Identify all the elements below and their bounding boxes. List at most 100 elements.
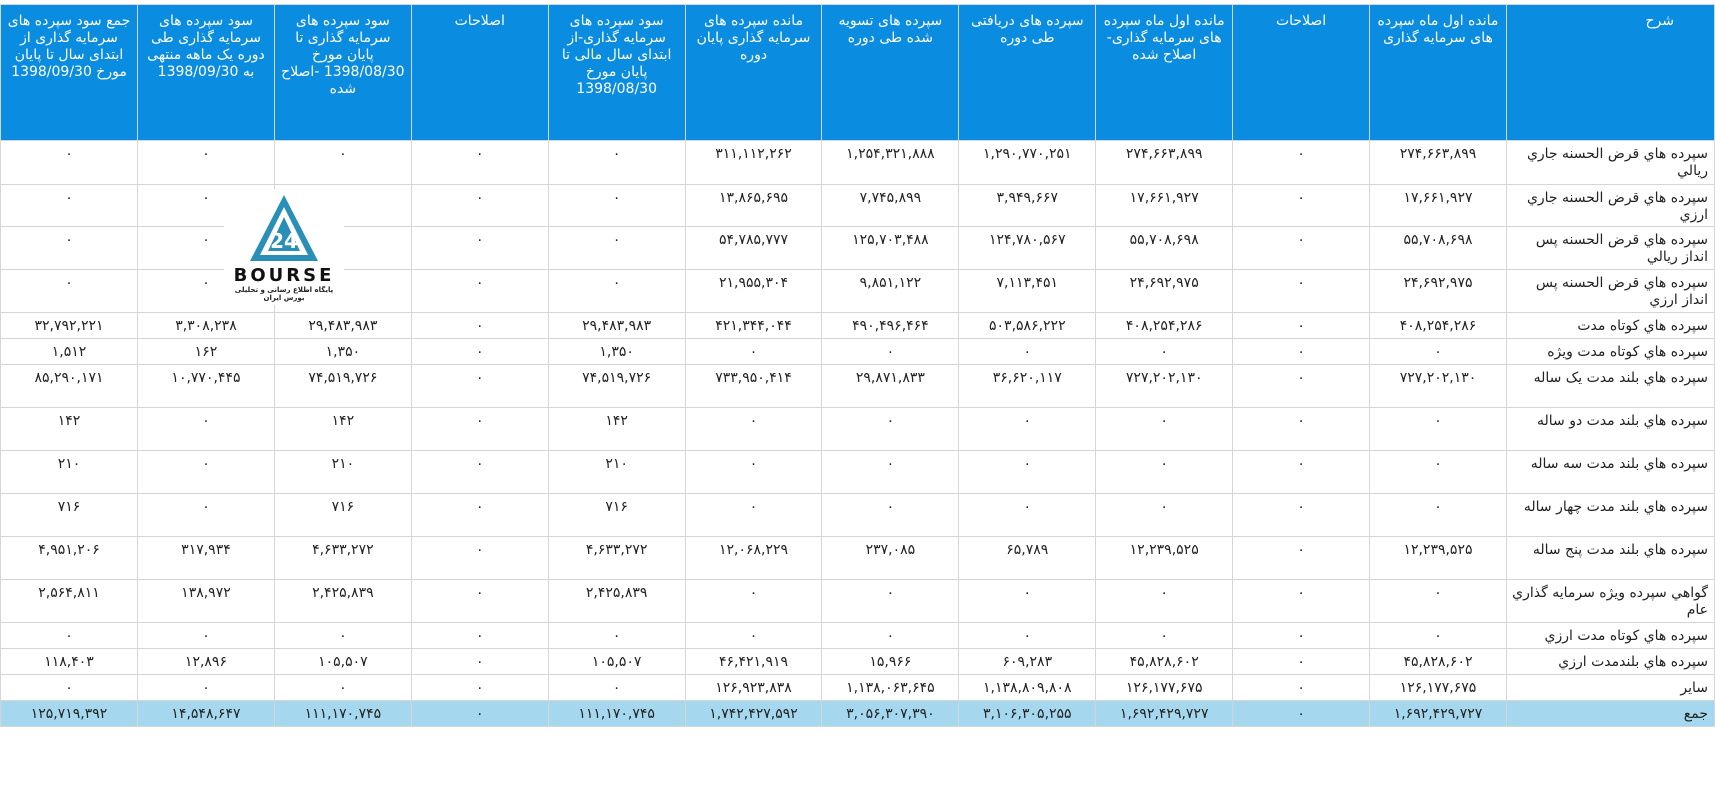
- table-cell: ۰: [410, 493, 549, 537]
- table-cell: ۰: [1232, 579, 1371, 623]
- table-cell: ۶۰۹,۲۸۳: [958, 648, 1097, 675]
- table-cell: ۰: [1369, 622, 1507, 649]
- table-cell: ۲۱,۹۵۵,۳۰۴: [684, 269, 823, 313]
- row-description: سپرده هاي كوتاه مدت ارزي: [1505, 622, 1715, 649]
- table-cell: ۳۱۱,۱۱۲,۲۶۲: [684, 140, 823, 185]
- row-description: سپرده هاي بلندمدت ارزي: [1505, 648, 1715, 675]
- table-cell: ۰: [547, 226, 686, 270]
- table-cell: ۲,۴۲۵,۸۳۹: [547, 579, 686, 623]
- table-cell: ۱۲,۰۶۸,۲۲۹: [684, 536, 823, 580]
- table-cell: ۰: [1232, 312, 1371, 339]
- column-header: مانده اول ماه سپرده های سرمایه گذاری: [1369, 4, 1507, 141]
- table-row: سپرده هاي كوتاه مدت ۴۰۸,۲۵۴,۲۸۶ ۰ ۴۰۸,۲۵۴,۲…: [0, 312, 1715, 339]
- row-description: سپرده هاي كوتاه مدت: [1505, 312, 1715, 339]
- table-cell: ۰: [410, 579, 549, 623]
- row-description: سپرده هاي بلند مدت پنج ساله: [1505, 536, 1715, 580]
- column-header: مانده اول ماه سپرده های سرمایه گذاری-اصل…: [1095, 4, 1234, 141]
- table-cell: ۱۴۲: [273, 407, 412, 451]
- table-cell: ۱۲۶,۱۷۷,۶۷۵: [1095, 674, 1234, 701]
- table-cell: ۰: [410, 269, 549, 313]
- row-description: ساير: [1505, 674, 1715, 701]
- logo-tagline: پایگاه اطلاع رسانی و تحلیلی بورس ایران: [234, 286, 334, 302]
- table-cell: ۰: [821, 579, 960, 623]
- table-cell: ۰: [0, 140, 139, 185]
- table-row: ساير ۱۲۶,۱۷۷,۶۷۵ ۰ ۱۲۶,۱۷۷,۶۷۵ ۱,۱۳۸,۸۰۹,۸۰۸…: [0, 674, 1715, 701]
- table-cell: ۱,۵۱۲: [0, 338, 139, 365]
- table-cell: ۰: [1232, 140, 1371, 185]
- table-cell: ۷۲۷,۲۰۲,۱۳۰: [1369, 364, 1507, 408]
- table-cell: ۰: [547, 140, 686, 185]
- table-cell: ۲۷۴,۶۶۳,۸۹۹: [1369, 140, 1507, 185]
- table-row: سپرده هاي قرض الحسنه پس انداز ريالي ۵۵,۷۰…: [0, 226, 1715, 270]
- table-cell: ۳۱۷,۹۳۴: [137, 536, 275, 580]
- table-cell: ۲۹,۴۸۳,۹۸۳: [273, 312, 412, 339]
- table-cell: ۳,۹۴۹,۶۶۷: [958, 184, 1097, 227]
- table-cell: ۱۲۶,۹۲۳,۸۳۸: [684, 674, 823, 701]
- total-cell: ۱۱۱,۱۷۰,۷۴۵: [547, 700, 686, 727]
- table-cell: ۷۴,۵۱۹,۷۲۶: [273, 364, 412, 408]
- table-cell: ۱۴۲: [0, 407, 139, 451]
- total-cell: ۰: [410, 700, 549, 727]
- table-cell: ۰: [821, 338, 960, 365]
- table-cell: ۵۴,۷۸۵,۷۷۷: [684, 226, 823, 270]
- table-cell: ۳۲,۷۹۲,۲۲۱: [0, 312, 139, 339]
- table-cell: ۴,۹۵۱,۲۰۶: [0, 536, 139, 580]
- total-cell: ۰: [1232, 700, 1371, 727]
- table-cell: ۰: [547, 269, 686, 313]
- table-cell: ۰: [1232, 622, 1371, 649]
- deposits-report-table: شرح مانده اول ماه سپرده های سرمایه گذاری ا…: [0, 4, 1715, 727]
- row-description: سپرده هاي قرض الحسنه جاري ريالي: [1505, 140, 1715, 185]
- table-cell: ۱۱۸,۴۰۳: [0, 648, 139, 675]
- table-cell: ۰: [410, 140, 549, 185]
- table-cell: ۶۵,۷۸۹: [958, 536, 1097, 580]
- table-cell: ۲,۵۶۴,۸۱۱: [0, 579, 139, 623]
- table-cell: ۷۴,۵۱۹,۷۲۶: [547, 364, 686, 408]
- total-cell: ۱۲۵,۷۱۹,۳۹۲: [0, 700, 139, 727]
- table-cell: ۰: [273, 622, 412, 649]
- table-cell: ۰: [684, 579, 823, 623]
- table-cell: ۰: [821, 407, 960, 451]
- table-cell: ۱۶۲: [137, 338, 275, 365]
- table-cell: ۰: [1232, 364, 1371, 408]
- table-cell: ۵۵,۷۰۸,۶۹۸: [1095, 226, 1234, 270]
- table-cell: ۰: [137, 493, 275, 537]
- table-cell: ۰: [410, 364, 549, 408]
- table-cell: ۰: [1095, 450, 1234, 494]
- table-cell: ۱,۱۳۸,۰۶۳,۶۴۵: [821, 674, 960, 701]
- table-cell: ۲۹,۸۷۱,۸۳۳: [821, 364, 960, 408]
- row-description: سپرده هاي قرض الحسنه جاري ارزي: [1505, 184, 1715, 227]
- table-cell: ۰: [410, 184, 549, 227]
- table-cell: ۰: [410, 226, 549, 270]
- table-cell: ۰: [1095, 622, 1234, 649]
- column-header: اصلاحات: [410, 4, 549, 141]
- table-cell: ۰: [1232, 674, 1371, 701]
- table-cell: ۰: [410, 450, 549, 494]
- total-cell: ۱,۶۹۲,۴۲۹,۷۲۷: [1369, 700, 1507, 727]
- table-row: سپرده هاي بلندمدت ارزي ۴۵,۸۲۸,۶۰۲ ۰ ۴۵,۸۲۸,…: [0, 648, 1715, 675]
- column-header: شرح: [1505, 4, 1715, 141]
- column-header: مانده سپرده های سرمایه گذاری پایان دوره: [684, 4, 823, 141]
- table-cell: ۳,۳۰۸,۲۳۸: [137, 312, 275, 339]
- table-row: سپرده هاي قرض الحسنه جاري ريالي ۲۷۴,۶۶۳,۸…: [0, 140, 1715, 185]
- table-cell: ۰: [1232, 184, 1371, 227]
- table-cell: ۴۶,۴۲۱,۹۱۹: [684, 648, 823, 675]
- table-cell: ۱۲,۸۹۶: [137, 648, 275, 675]
- column-header: سود سپرده های سرمایه گذاری طی دوره یک ما…: [137, 4, 275, 141]
- column-header: اصلاحات: [1232, 4, 1371, 141]
- table-cell: ۰: [1369, 579, 1507, 623]
- table-cell: ۰: [1232, 226, 1371, 270]
- table-cell: ۰: [1095, 407, 1234, 451]
- table-cell: ۰: [958, 493, 1097, 537]
- total-row: جمع ۱,۶۹۲,۴۲۹,۷۲۷ ۰ ۱,۶۹۲,۴۲۹,۷۲۷ ۳,۱۰۶,۳۰۵,…: [0, 700, 1715, 727]
- column-header: سپرده های دریافتی طی دوره: [958, 4, 1097, 141]
- total-cell: ۱,۷۴۲,۴۲۷,۵۹۲: [684, 700, 823, 727]
- logo-wordmark: BOURSE: [233, 265, 335, 286]
- table-cell: ۰: [1232, 648, 1371, 675]
- table-cell: ۱,۱۳۸,۸۰۹,۸۰۸: [958, 674, 1097, 701]
- table-cell: ۴,۶۳۳,۲۷۲: [273, 536, 412, 580]
- table-cell: ۰: [958, 622, 1097, 649]
- total-cell: ۱,۶۹۲,۴۲۹,۷۲۷: [1095, 700, 1234, 727]
- table-cell: ۳۶,۶۲۰,۱۱۷: [958, 364, 1097, 408]
- table-cell: ۷,۷۴۵,۸۹۹: [821, 184, 960, 227]
- table-cell: ۰: [821, 622, 960, 649]
